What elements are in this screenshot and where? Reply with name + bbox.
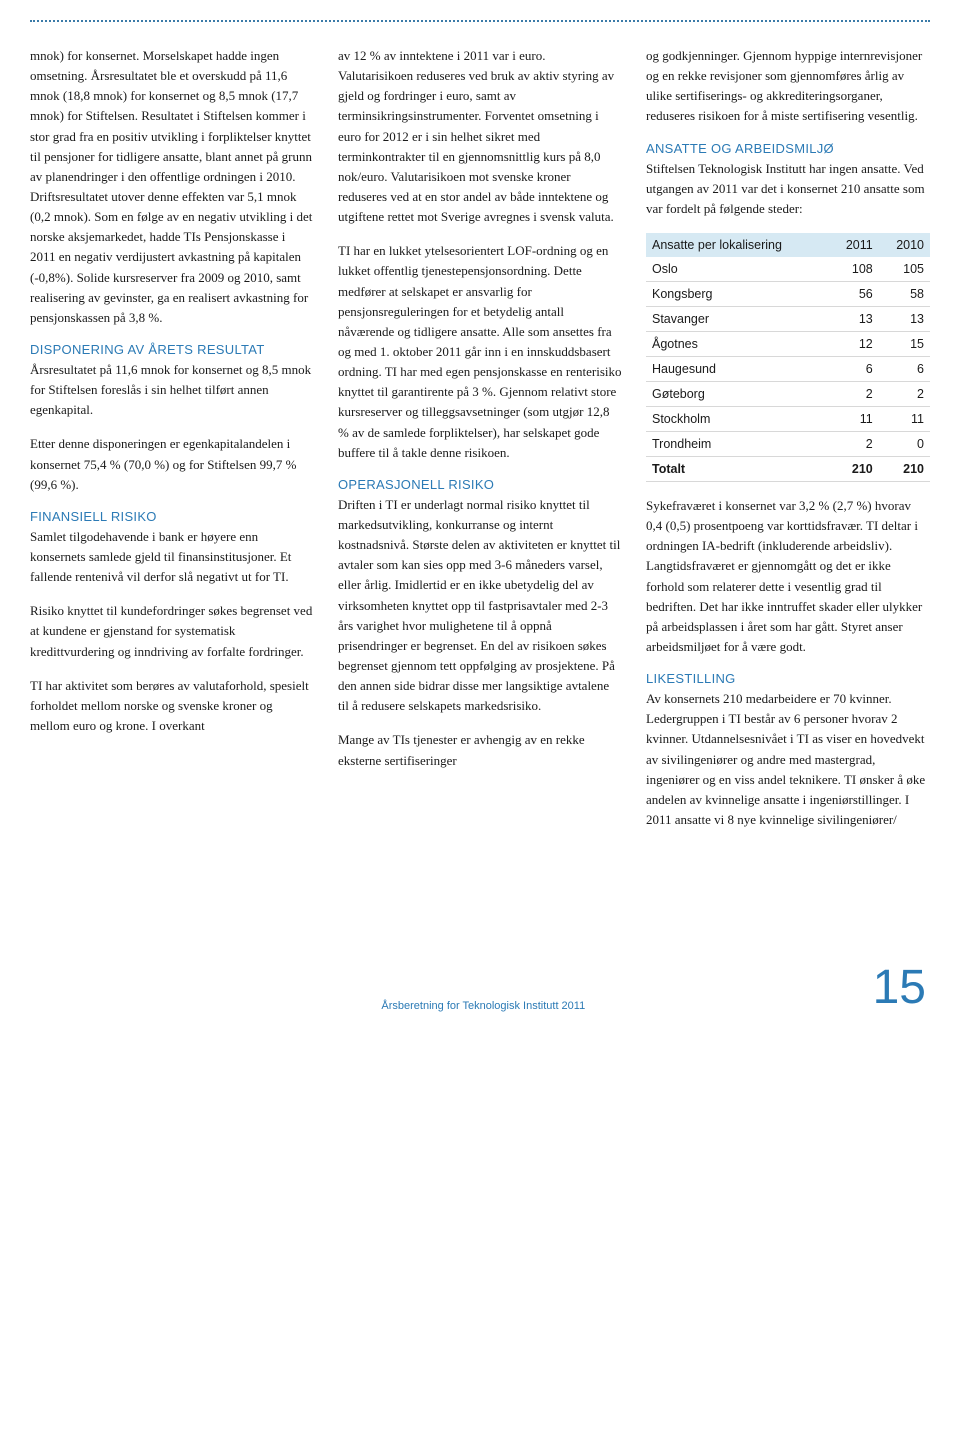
cell-2011: 108 — [829, 257, 879, 282]
table-row: Stockholm 11 11 — [646, 406, 930, 431]
footer-title: Årsberetning for Teknologisk Institutt 2… — [94, 1000, 873, 1012]
body-text: Sykefraværet i konsernet var 3,2 % (2,7 … — [646, 496, 930, 657]
table-header: 2011 — [829, 233, 879, 257]
heading-ansatte-arbeidsmiljo: ANSATTE OG ARBEIDSMILJØ — [646, 141, 930, 156]
cell-2010: 13 — [879, 306, 930, 331]
body-text: TI har en lukket ytelsesorientert LOF-or… — [338, 241, 622, 463]
body-text: Etter denne disponeringen er egenkapital… — [30, 434, 314, 494]
table-row: Ågotnes 12 15 — [646, 331, 930, 356]
table-header: Ansatte per lokalisering — [646, 233, 829, 257]
body-text: av 12 % av inntektene i 2011 var i euro.… — [338, 46, 622, 227]
cell-2011: 13 — [829, 306, 879, 331]
table-header: 2010 — [879, 233, 930, 257]
cell-location: Stavanger — [646, 306, 829, 331]
table-header-row: Ansatte per lokalisering 2011 2010 — [646, 233, 930, 257]
cell-total-2010: 210 — [879, 456, 930, 481]
cell-2011: 11 — [829, 406, 879, 431]
cell-2011: 2 — [829, 381, 879, 406]
top-divider — [30, 20, 930, 22]
cell-location: Kongsberg — [646, 281, 829, 306]
column-2: av 12 % av inntektene i 2011 var i euro.… — [338, 46, 622, 844]
cell-location: Ågotnes — [646, 331, 829, 356]
body-text: Driften i TI er underlagt normal risiko … — [338, 495, 622, 717]
ansatte-table: Ansatte per lokalisering 2011 2010 Oslo … — [646, 233, 930, 482]
heading-disponering: DISPONERING AV ÅRETS RESULTAT — [30, 342, 314, 357]
body-text: Samlet tilgodehavende i bank er høyere e… — [30, 527, 314, 587]
cell-location: Haugesund — [646, 356, 829, 381]
body-text: Årsresultatet på 11,6 mnok for konsernet… — [30, 360, 314, 420]
page-number: 15 — [873, 964, 926, 1012]
body-text: Av konsernets 210 medarbeidere er 70 kvi… — [646, 689, 930, 830]
table-row: Gøteborg 2 2 — [646, 381, 930, 406]
cell-2011: 56 — [829, 281, 879, 306]
cell-2010: 0 — [879, 431, 930, 456]
page-footer: Årsberetning for Teknologisk Institutt 2… — [30, 964, 930, 1012]
cell-2010: 58 — [879, 281, 930, 306]
cell-location: Oslo — [646, 257, 829, 282]
table-row: Oslo 108 105 — [646, 257, 930, 282]
cell-2011: 6 — [829, 356, 879, 381]
body-text: TI har aktivitet som berøres av valutafo… — [30, 676, 314, 736]
body-text: og godkjenninger. Gjennom hyppige intern… — [646, 46, 930, 127]
table-row: Stavanger 13 13 — [646, 306, 930, 331]
table-row: Kongsberg 56 58 — [646, 281, 930, 306]
cell-location: Gøteborg — [646, 381, 829, 406]
cell-total-label: Totalt — [646, 456, 829, 481]
cell-2011: 12 — [829, 331, 879, 356]
cell-2010: 15 — [879, 331, 930, 356]
cell-2010: 105 — [879, 257, 930, 282]
heading-likestilling: LIKESTILLING — [646, 671, 930, 686]
table-total-row: Totalt 210 210 — [646, 456, 930, 481]
cell-2010: 11 — [879, 406, 930, 431]
column-1: mnok) for konsernet. Morselskapet hadde … — [30, 46, 314, 844]
cell-location: Stockholm — [646, 406, 829, 431]
page-root: mnok) for konsernet. Morselskapet hadde … — [0, 0, 960, 1032]
table-row: Haugesund 6 6 — [646, 356, 930, 381]
cell-2010: 6 — [879, 356, 930, 381]
heading-operasjonell-risiko: OPERASJONELL RISIKO — [338, 477, 622, 492]
cell-2011: 2 — [829, 431, 879, 456]
body-text: Mange av TIs tjenester er avhengig av en… — [338, 730, 622, 770]
cell-location: Trondheim — [646, 431, 829, 456]
text-columns: mnok) for konsernet. Morselskapet hadde … — [30, 46, 930, 844]
cell-2010: 2 — [879, 381, 930, 406]
cell-total-2011: 210 — [829, 456, 879, 481]
column-3: og godkjenninger. Gjennom hyppige intern… — [646, 46, 930, 844]
table-row: Trondheim 2 0 — [646, 431, 930, 456]
heading-finansiell-risiko: FINANSIELL RISIKO — [30, 509, 314, 524]
body-text: Stiftelsen Teknologisk Institutt har ing… — [646, 159, 930, 219]
body-text: Risiko knyttet til kundefordringer søkes… — [30, 601, 314, 661]
body-text: mnok) for konsernet. Morselskapet hadde … — [30, 46, 314, 328]
